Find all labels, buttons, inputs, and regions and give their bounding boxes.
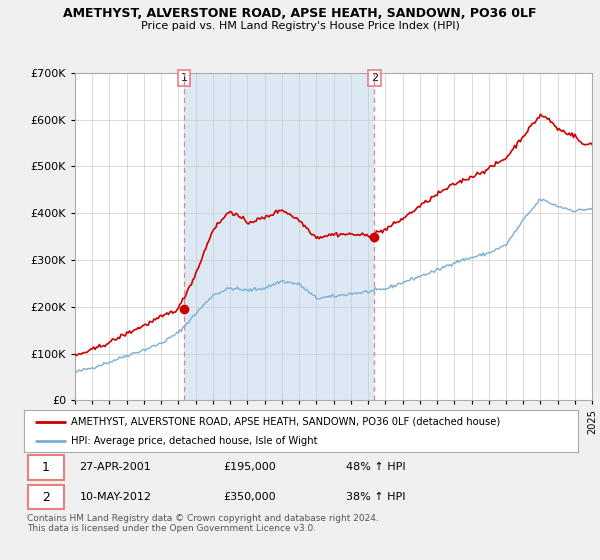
Text: AMETHYST, ALVERSTONE ROAD, APSE HEATH, SANDOWN, PO36 0LF (detached house): AMETHYST, ALVERSTONE ROAD, APSE HEATH, S… xyxy=(71,417,500,427)
Text: 48% ↑ HPI: 48% ↑ HPI xyxy=(346,463,405,472)
Text: £195,000: £195,000 xyxy=(224,463,277,472)
Text: 2: 2 xyxy=(42,491,50,503)
Text: 10-MAY-2012: 10-MAY-2012 xyxy=(79,492,151,502)
Text: HPI: Average price, detached house, Isle of Wight: HPI: Average price, detached house, Isle… xyxy=(71,436,317,446)
Text: Price paid vs. HM Land Registry's House Price Index (HPI): Price paid vs. HM Land Registry's House … xyxy=(140,21,460,31)
FancyBboxPatch shape xyxy=(28,485,64,509)
Text: 1: 1 xyxy=(42,461,50,474)
Text: 1: 1 xyxy=(181,73,187,83)
Text: 2: 2 xyxy=(371,73,378,83)
Text: 38% ↑ HPI: 38% ↑ HPI xyxy=(346,492,405,502)
Text: AMETHYST, ALVERSTONE ROAD, APSE HEATH, SANDOWN, PO36 0LF: AMETHYST, ALVERSTONE ROAD, APSE HEATH, S… xyxy=(63,7,537,20)
Text: 27-APR-2001: 27-APR-2001 xyxy=(79,463,151,472)
Text: £350,000: £350,000 xyxy=(224,492,276,502)
Text: Contains HM Land Registry data © Crown copyright and database right 2024.
This d: Contains HM Land Registry data © Crown c… xyxy=(27,514,379,534)
FancyBboxPatch shape xyxy=(28,455,64,479)
Bar xyxy=(184,73,374,400)
